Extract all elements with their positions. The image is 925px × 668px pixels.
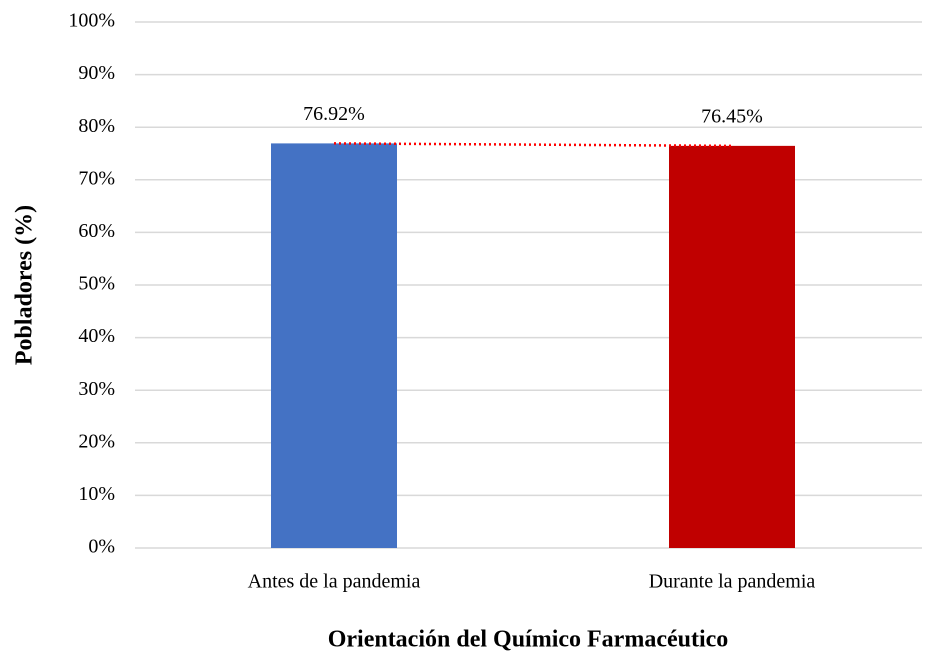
y-tick-label: 100% <box>68 10 115 32</box>
y-tick-label: 30% <box>78 378 115 400</box>
y-axis-title: Pobladores (%) <box>12 205 38 365</box>
y-tick-label: 90% <box>78 62 115 84</box>
y-tick-label: 40% <box>78 325 115 347</box>
y-tick-label: 60% <box>78 220 115 242</box>
y-tick-label: 70% <box>78 167 115 189</box>
y-tick-label: 80% <box>78 115 115 137</box>
x-tick-label: Durante la pandemia <box>649 571 816 593</box>
y-tick-label: 50% <box>78 273 115 295</box>
x-tick-label: Antes de la pandemia <box>248 571 421 593</box>
y-tick-label: 10% <box>78 483 115 505</box>
x-axis-title: Orientación del Químico Farmacéutico <box>328 627 729 653</box>
y-tick-label: 20% <box>78 430 115 452</box>
data-label: 76.45% <box>701 105 763 127</box>
connector-line <box>333 142 733 148</box>
data-label: 76.92% <box>303 103 365 125</box>
y-tick-label: 0% <box>88 536 115 558</box>
bar <box>669 145 795 549</box>
bar <box>271 143 397 548</box>
